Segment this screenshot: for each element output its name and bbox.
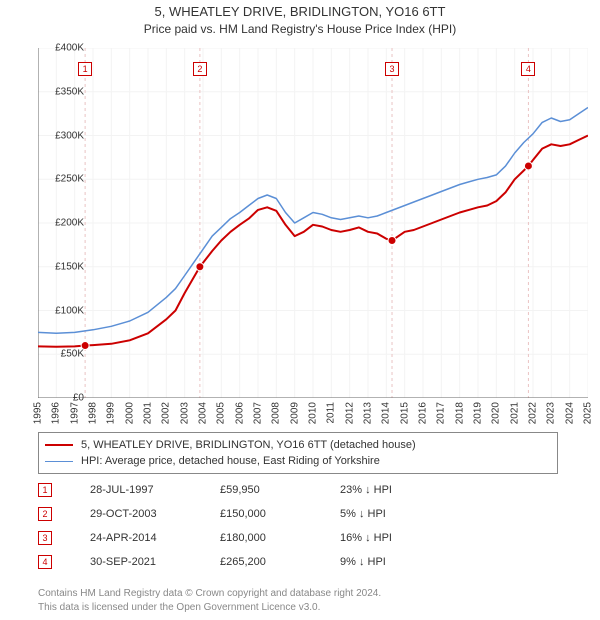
sale-date: 29-OCT-2003 bbox=[90, 508, 220, 520]
x-axis-tick-label: 2024 bbox=[564, 402, 575, 424]
sale-diff: 23% ↓ HPI bbox=[340, 484, 460, 496]
x-axis-tick-label: 2003 bbox=[179, 402, 190, 424]
chart-subtitle: Price paid vs. HM Land Registry's House … bbox=[0, 22, 600, 36]
x-axis-tick-label: 2006 bbox=[234, 402, 245, 424]
x-axis-tick-label: 2012 bbox=[344, 402, 355, 424]
sale-price: £59,950 bbox=[220, 484, 340, 496]
x-axis-tick-label: 2023 bbox=[546, 402, 557, 424]
x-axis-tick-label: 2013 bbox=[363, 402, 374, 424]
x-axis-tick-label: 2016 bbox=[418, 402, 429, 424]
x-axis-tick-label: 2009 bbox=[289, 402, 300, 424]
chart-title-address: 5, WHEATLEY DRIVE, BRIDLINGTON, YO16 6TT bbox=[0, 4, 600, 19]
legend-item: 5, WHEATLEY DRIVE, BRIDLINGTON, YO16 6TT… bbox=[45, 437, 551, 453]
sale-marker-flag: 3 bbox=[385, 62, 399, 76]
x-axis-tick-label: 1996 bbox=[51, 402, 62, 424]
x-axis-tick-label: 2017 bbox=[436, 402, 447, 424]
sale-row-marker: 1 bbox=[38, 483, 52, 497]
legend-swatch bbox=[45, 461, 73, 462]
x-axis-tick-label: 2025 bbox=[583, 402, 594, 424]
x-axis-tick-label: 2007 bbox=[253, 402, 264, 424]
x-axis-tick-label: 2011 bbox=[326, 402, 337, 424]
sale-date: 24-APR-2014 bbox=[90, 532, 220, 544]
x-axis-tick-label: 2020 bbox=[491, 402, 502, 424]
y-axis-tick-label: £50K bbox=[38, 349, 84, 360]
footer-attribution: Contains HM Land Registry data © Crown c… bbox=[38, 587, 578, 614]
sale-row: 3 24-APR-2014£180,00016% ↓ HPI bbox=[38, 526, 558, 550]
sale-marker-flag: 4 bbox=[521, 62, 535, 76]
legend-label: 5, WHEATLEY DRIVE, BRIDLINGTON, YO16 6TT… bbox=[81, 439, 416, 451]
sale-marker-flag: 2 bbox=[193, 62, 207, 76]
y-axis-tick-label: £100K bbox=[38, 305, 84, 316]
chart-plot-area bbox=[38, 48, 588, 398]
sale-price: £150,000 bbox=[220, 508, 340, 520]
x-axis-tick-label: 2001 bbox=[143, 402, 154, 424]
sale-row: 4 30-SEP-2021£265,2009% ↓ HPI bbox=[38, 550, 558, 574]
sales-table: 1 28-JUL-1997£59,95023% ↓ HPI 2 29-OCT-2003… bbox=[38, 478, 558, 574]
chart-svg bbox=[38, 48, 588, 398]
x-axis-tick-label: 2021 bbox=[509, 402, 520, 424]
sale-marker-flag: 1 bbox=[78, 62, 92, 76]
x-axis-tick-label: 2022 bbox=[528, 402, 539, 424]
x-axis-tick-label: 2000 bbox=[124, 402, 135, 424]
x-axis-tick-label: 2008 bbox=[271, 402, 282, 424]
x-axis-tick-label: 2004 bbox=[198, 402, 209, 424]
x-axis-tick-label: 1999 bbox=[106, 402, 117, 424]
x-axis-tick-label: 2018 bbox=[454, 402, 465, 424]
sale-row: 1 28-JUL-1997£59,95023% ↓ HPI bbox=[38, 478, 558, 502]
legend-swatch bbox=[45, 444, 73, 446]
footer-line-2: This data is licensed under the Open Gov… bbox=[38, 601, 578, 615]
x-axis-tick-label: 2014 bbox=[381, 402, 392, 424]
sale-row-marker: 3 bbox=[38, 531, 52, 545]
x-axis-tick-label: 1995 bbox=[33, 402, 44, 424]
legend-box: 5, WHEATLEY DRIVE, BRIDLINGTON, YO16 6TT… bbox=[38, 432, 558, 474]
sale-row-marker: 4 bbox=[38, 555, 52, 569]
y-axis-tick-label: £300K bbox=[38, 130, 84, 141]
sale-price: £180,000 bbox=[220, 532, 340, 544]
x-axis-tick-label: 1998 bbox=[88, 402, 99, 424]
sale-row: 2 29-OCT-2003£150,0005% ↓ HPI bbox=[38, 502, 558, 526]
x-axis-tick-label: 2002 bbox=[161, 402, 172, 424]
sale-row-marker: 2 bbox=[38, 507, 52, 521]
x-axis-tick-label: 1997 bbox=[69, 402, 80, 424]
legend-item: HPI: Average price, detached house, East… bbox=[45, 453, 551, 469]
sale-diff: 5% ↓ HPI bbox=[340, 508, 460, 520]
sale-diff: 9% ↓ HPI bbox=[340, 556, 460, 568]
sale-diff: 16% ↓ HPI bbox=[340, 532, 460, 544]
footer-line-1: Contains HM Land Registry data © Crown c… bbox=[38, 587, 578, 601]
x-axis-tick-label: 2005 bbox=[216, 402, 227, 424]
x-axis-tick-label: 2015 bbox=[399, 402, 410, 424]
sale-date: 30-SEP-2021 bbox=[90, 556, 220, 568]
legend-label: HPI: Average price, detached house, East… bbox=[81, 455, 380, 467]
y-axis-tick-label: £350K bbox=[38, 86, 84, 97]
y-axis-tick-label: £150K bbox=[38, 261, 84, 272]
chart-container: { "title_line1": "5, WHEATLEY DRIVE, BRI… bbox=[0, 0, 600, 620]
x-axis-tick-label: 2010 bbox=[308, 402, 319, 424]
y-axis-tick-label: £200K bbox=[38, 218, 84, 229]
y-axis-tick-label: £400K bbox=[38, 43, 84, 54]
x-axis-tick-label: 2019 bbox=[473, 402, 484, 424]
sale-date: 28-JUL-1997 bbox=[90, 484, 220, 496]
sale-price: £265,200 bbox=[220, 556, 340, 568]
y-axis-tick-label: £250K bbox=[38, 174, 84, 185]
